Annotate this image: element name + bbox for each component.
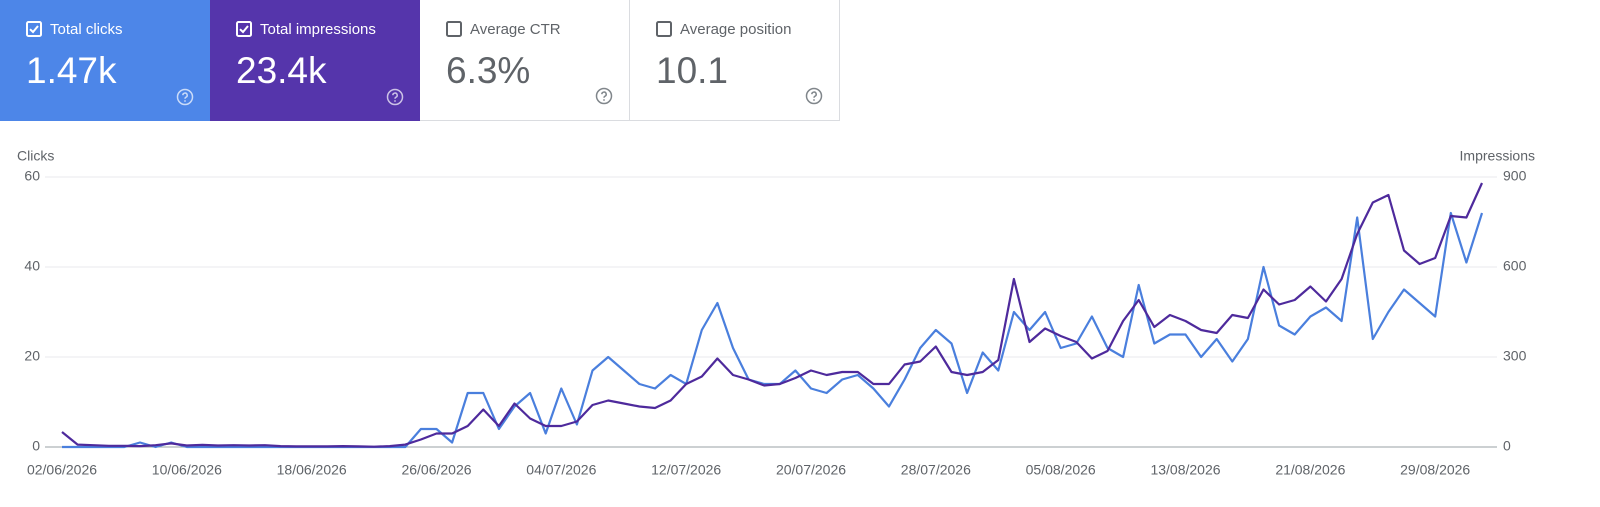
x-tick-label: 28/07/2026 [901, 462, 971, 478]
metric-value: 10.1 [656, 50, 729, 91]
series-line [61, 182, 1484, 448]
chart: Clicks Impressions 0204060030060090002/0… [17, 148, 1535, 478]
x-tick-label: 10/06/2026 [152, 462, 222, 478]
x-tick-label: 29/08/2026 [1400, 462, 1470, 478]
x-tick-label: 04/07/2026 [526, 462, 596, 478]
checkbox[interactable] [656, 21, 672, 37]
metric-value: 1.47k [26, 50, 117, 91]
x-tick-label: 21/08/2026 [1275, 462, 1345, 478]
x-tick-label: 02/06/2026 [27, 462, 97, 478]
y2-axis-title: Impressions [1460, 148, 1535, 164]
metric-card[interactable]: Total impressions 23.4k [210, 0, 420, 121]
help-icon[interactable] [595, 87, 613, 105]
x-tick-label: 05/08/2026 [1026, 462, 1096, 478]
checkbox[interactable] [236, 21, 252, 37]
y-tick-label: 60 [24, 168, 40, 184]
x-tick-label: 20/07/2026 [776, 462, 846, 478]
metric-value: 6.3% [446, 50, 531, 91]
x-tick-label: 26/06/2026 [401, 462, 471, 478]
x-tick-label: 12/07/2026 [651, 462, 721, 478]
y2-tick-label: 900 [1503, 168, 1527, 184]
metric-label: Total clicks [50, 21, 123, 38]
metric-label: Total impressions [260, 21, 376, 38]
y-tick-label: 40 [24, 258, 40, 274]
x-tick-label: 13/08/2026 [1150, 462, 1220, 478]
y2-tick-label: 0 [1503, 438, 1511, 454]
metric-label: Average position [680, 21, 792, 38]
y-tick-label: 20 [24, 348, 40, 364]
y2-tick-label: 300 [1503, 348, 1527, 364]
help-icon[interactable] [176, 88, 194, 106]
checkbox[interactable] [446, 21, 462, 37]
help-icon[interactable] [386, 88, 404, 106]
metric-card[interactable]: Average CTR 6.3% [420, 0, 630, 121]
help-icon[interactable] [805, 87, 823, 105]
metric-card[interactable]: Average position 10.1 [630, 0, 840, 121]
metric-value: 23.4k [236, 50, 327, 91]
checkbox[interactable] [26, 21, 42, 37]
y-axis-title: Clicks [17, 148, 54, 164]
y-tick-label: 0 [32, 438, 40, 454]
metric-card[interactable]: Total clicks 1.47k [0, 0, 210, 121]
metric-label: Average CTR [470, 21, 561, 38]
metric-cards: Total clicks 1.47k Total impressions 23.4k A… [0, 0, 840, 121]
series-line [62, 211, 1484, 449]
y2-tick-label: 600 [1503, 258, 1527, 274]
x-tick-label: 18/06/2026 [277, 462, 347, 478]
